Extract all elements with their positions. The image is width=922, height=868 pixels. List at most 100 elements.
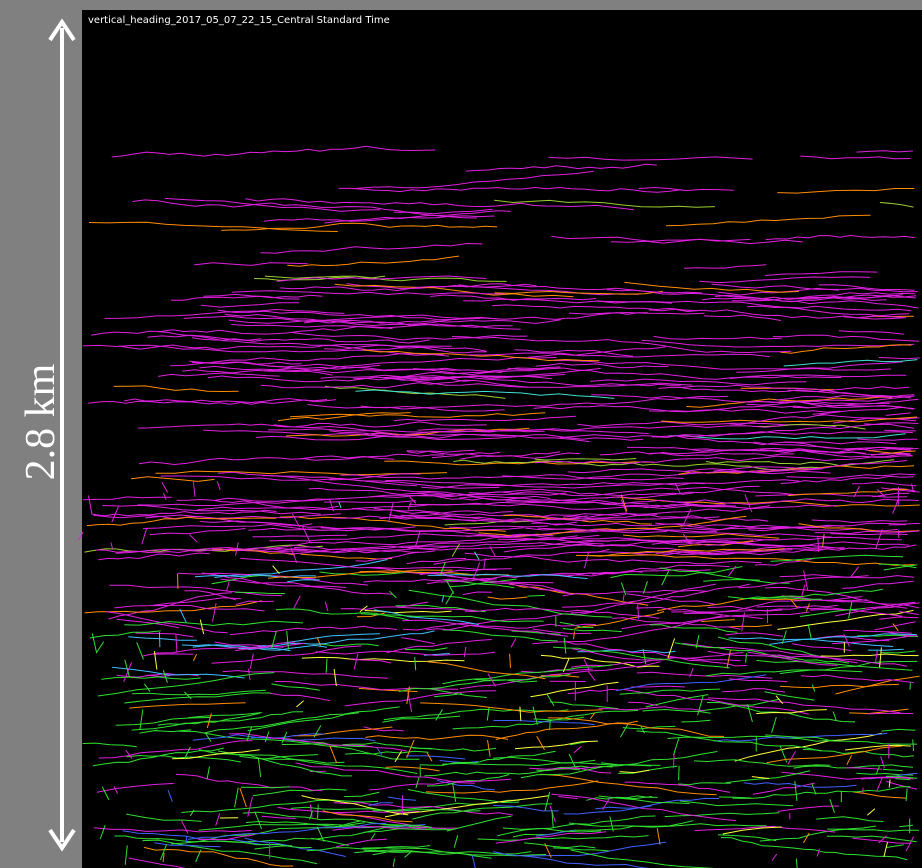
track bbox=[266, 365, 502, 374]
track bbox=[860, 777, 909, 780]
track-fragment bbox=[101, 786, 110, 801]
track bbox=[267, 692, 331, 702]
track bbox=[373, 609, 479, 626]
track-fragment bbox=[695, 634, 700, 649]
track bbox=[648, 408, 841, 414]
scale-label: 2.8 km bbox=[18, 363, 64, 480]
track bbox=[494, 290, 663, 295]
track bbox=[464, 552, 762, 565]
track bbox=[705, 669, 863, 677]
track bbox=[571, 652, 744, 668]
track bbox=[183, 315, 353, 322]
track bbox=[534, 458, 637, 461]
track bbox=[728, 596, 823, 600]
track bbox=[765, 234, 915, 241]
track-fragment bbox=[848, 601, 853, 619]
track-fragment bbox=[159, 844, 168, 861]
track-fragment bbox=[745, 653, 747, 663]
track-fragment bbox=[435, 709, 443, 721]
track bbox=[534, 453, 910, 464]
track bbox=[703, 314, 782, 321]
track-fragment bbox=[111, 506, 119, 523]
track-fragment bbox=[817, 536, 820, 553]
track bbox=[780, 683, 899, 689]
track bbox=[619, 769, 650, 774]
track bbox=[524, 842, 596, 849]
track bbox=[252, 788, 347, 797]
track bbox=[868, 450, 916, 454]
track bbox=[818, 284, 915, 291]
track bbox=[642, 708, 711, 714]
track-fragment bbox=[239, 787, 247, 808]
track bbox=[116, 618, 180, 629]
track-fragment bbox=[790, 599, 798, 609]
track bbox=[551, 793, 736, 822]
track-fragment bbox=[487, 740, 491, 757]
track bbox=[532, 628, 592, 635]
track bbox=[636, 671, 773, 679]
track bbox=[611, 617, 741, 630]
track-fragment bbox=[309, 804, 313, 818]
track bbox=[109, 584, 283, 597]
track-fragment bbox=[463, 646, 467, 658]
track bbox=[351, 502, 726, 510]
track bbox=[548, 156, 753, 161]
track bbox=[360, 429, 545, 436]
track bbox=[638, 186, 734, 192]
track bbox=[172, 749, 260, 760]
track-fragment bbox=[353, 653, 359, 670]
track-fragment bbox=[678, 765, 680, 781]
track bbox=[398, 673, 571, 693]
track bbox=[84, 600, 263, 614]
track-fragment bbox=[234, 787, 239, 808]
track bbox=[141, 641, 295, 657]
track bbox=[766, 745, 902, 764]
track bbox=[95, 546, 449, 554]
track-fragment bbox=[509, 653, 511, 668]
track-fragment bbox=[892, 499, 899, 514]
track bbox=[235, 591, 286, 595]
track-fragment bbox=[850, 566, 860, 578]
track bbox=[883, 564, 918, 571]
track-fragment bbox=[866, 808, 876, 816]
track bbox=[346, 283, 639, 296]
track bbox=[746, 395, 915, 406]
track bbox=[658, 384, 908, 398]
track bbox=[203, 293, 300, 300]
track-fragment bbox=[446, 580, 455, 594]
track-fragment bbox=[293, 595, 301, 609]
track bbox=[885, 775, 918, 779]
track-fragment bbox=[473, 562, 481, 579]
track-fragment bbox=[316, 826, 325, 842]
track bbox=[765, 734, 918, 745]
track bbox=[406, 558, 467, 565]
track-fragment bbox=[682, 533, 692, 545]
track-fragment bbox=[781, 630, 787, 645]
track bbox=[670, 498, 919, 506]
track bbox=[404, 647, 448, 651]
track-fragment bbox=[99, 825, 106, 840]
track bbox=[621, 611, 810, 630]
track bbox=[851, 481, 917, 487]
track-fragment bbox=[726, 649, 731, 669]
track bbox=[290, 412, 546, 418]
track-fragment bbox=[563, 637, 567, 654]
track bbox=[139, 729, 158, 734]
track bbox=[678, 782, 731, 786]
track bbox=[598, 795, 690, 804]
track-fragment bbox=[249, 653, 254, 669]
track bbox=[191, 337, 430, 344]
track-fragment bbox=[803, 832, 810, 844]
track bbox=[142, 839, 318, 865]
track-fragment bbox=[158, 632, 161, 648]
track-fragment bbox=[551, 809, 554, 828]
track bbox=[449, 578, 517, 588]
track-fragment bbox=[544, 791, 551, 811]
track bbox=[387, 796, 417, 801]
track-fragment bbox=[414, 657, 417, 671]
track bbox=[686, 396, 893, 408]
track bbox=[514, 349, 634, 357]
track-fragment bbox=[544, 843, 552, 858]
track bbox=[648, 452, 795, 457]
track-fragment bbox=[136, 642, 144, 660]
